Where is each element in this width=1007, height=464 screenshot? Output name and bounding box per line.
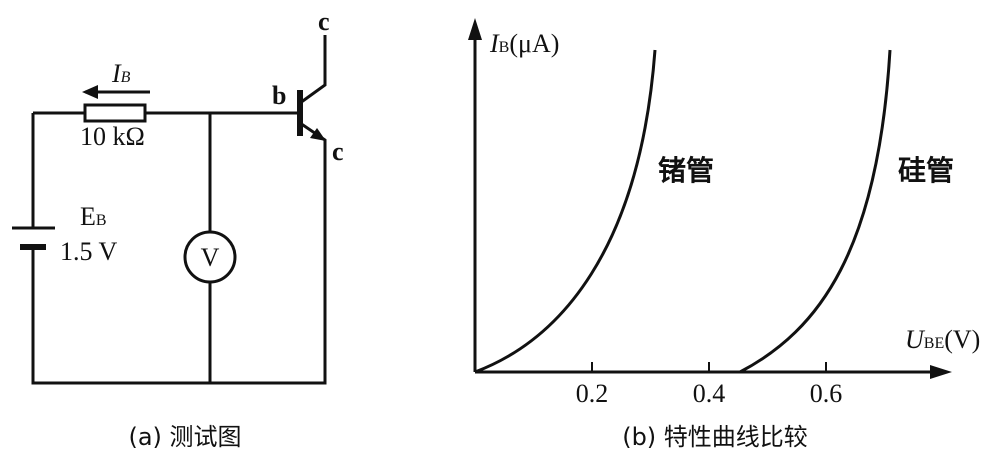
collector-lead — [299, 35, 327, 105]
caption: (b) 特性曲线比较 — [622, 423, 808, 451]
arrowhead — [82, 85, 98, 99]
curve-label: 硅管 — [898, 154, 954, 187]
meter-label: V — [201, 243, 220, 272]
y-axis-label: IB(μA) — [489, 29, 559, 58]
unit: (μA) — [509, 29, 559, 58]
axis-arrow — [468, 18, 952, 379]
caption: (a) 测试图 — [128, 423, 241, 451]
symbol: U — [905, 325, 926, 354]
x-tick-label: 0.6 — [810, 379, 843, 408]
subscript: B — [499, 39, 510, 56]
curve-label: 锗管 — [658, 154, 714, 187]
subscript: B — [121, 69, 131, 86]
subscript: BE — [924, 335, 944, 352]
collector-label: c — [318, 7, 330, 36]
x-tick-label: 0.4 — [693, 379, 726, 408]
unit: (V) — [944, 325, 980, 354]
resistor-label: 10 kΩ — [80, 122, 145, 151]
symbol: I — [111, 59, 122, 88]
voltage-label: 1.5 V — [60, 237, 118, 266]
resistor — [83, 103, 147, 123]
voltmeter — [183, 230, 237, 284]
x-axis-label: UBE(V) — [905, 325, 980, 354]
symbol: E — [80, 202, 96, 231]
emitter-label: c — [332, 137, 344, 166]
current-label: IB — [111, 59, 131, 88]
graph: IB(μA) UBE(V) 锗管 硅管 (b) 特性曲线比较 0.2 0.4 0.6 — [468, 18, 980, 451]
x-tick-label: 0.2 — [576, 379, 609, 408]
wire — [31, 111, 327, 385]
silicon-curve — [739, 49, 892, 374]
germanium-curve — [474, 49, 657, 374]
symbol: I — [489, 29, 500, 58]
axis — [473, 30, 940, 374]
circuit: IB 10 kΩ EB 1.5 V V b c c (a) 测试图 — [12, 7, 344, 451]
subscript: B — [96, 212, 107, 229]
source-label: EB — [80, 202, 107, 231]
emitter-arrow — [310, 128, 326, 141]
base-label: b — [272, 81, 286, 110]
